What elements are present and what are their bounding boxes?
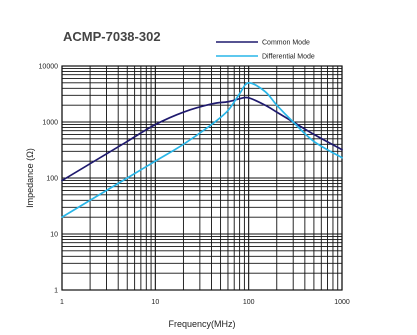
legend-label-differential-mode: Differential Mode <box>262 54 315 61</box>
plot-frame <box>61 65 343 291</box>
legend-item-differential-mode: Differential Mode <box>216 54 315 61</box>
chart-title: ACMP-7038-302 <box>63 29 161 44</box>
series-line-differential-mode <box>61 82 343 218</box>
plot-area: 1 10 100 1000 10000 1000 100 10 1 <box>39 64 350 307</box>
legend-item-common-mode: Common Mode <box>216 40 310 47</box>
y-tick-label: 10 <box>50 232 58 239</box>
y-tick-label: 100 <box>46 176 58 183</box>
x-tick-label: 1000 <box>334 299 350 306</box>
x-axis-label: Frequency(MHz) <box>168 319 235 329</box>
x-tick-label: 100 <box>243 299 255 306</box>
x-tick-label: 1 <box>60 299 64 306</box>
y-tick-label: 1000 <box>42 120 58 127</box>
y-axis-label: Impedance (Ω) <box>25 148 35 208</box>
y-tick-label: 1 <box>54 288 58 295</box>
x-tick-label: 10 <box>151 299 159 306</box>
legend-label-common-mode: Common Mode <box>262 40 310 47</box>
y-tick-label: 10000 <box>39 64 59 71</box>
legend: Common Mode Differential Mode <box>216 40 315 61</box>
